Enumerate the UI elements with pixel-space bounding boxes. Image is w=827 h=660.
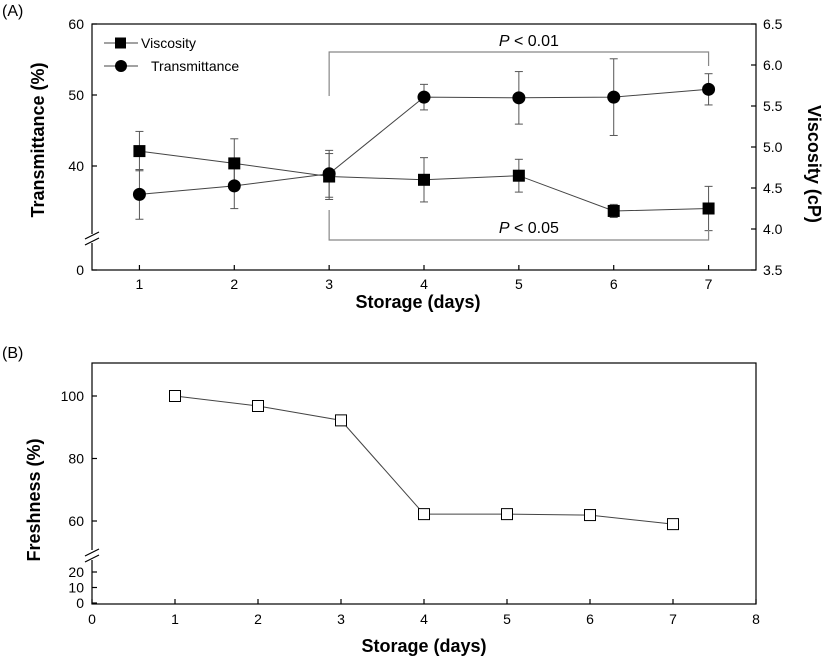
panel-b-y-tick-label: 0 [76,595,84,611]
panel-a-x-tick-label: 7 [705,276,713,292]
panel-a-significance-bracket [328,210,710,241]
panel-a-transmittance-point [227,179,241,193]
panel-b-x-tick-label: 3 [337,611,345,627]
panel-a-series [132,58,716,232]
panel-a-right-axis-title: Viscosity (cP) [804,105,824,223]
panel-a-transmittance-point [417,90,431,104]
panel-b-plot-frame [91,362,757,605]
panel-a-left-tick-label: 40 [68,158,84,174]
panel-b-x-axis-title: Storage (days) [361,636,486,656]
panel-b-label: (B) [2,345,23,362]
panel-a-chart: (A) 1 2 3 4 5 6 704050603.54.04.55.05.56.06.5 … [2,3,824,312]
panel-a-right-tick-label: 4.5 [763,180,783,196]
panel-b-x-tick-label: 4 [420,611,428,627]
panel-b-y-tick-label: 100 [61,388,85,404]
panel-a-transmittance-point [607,90,621,104]
panel-a-right-tick-label: 5.5 [763,98,783,114]
panel-b-freshness-point [169,390,181,402]
panel-a-x-axis-title: Storage (days) [355,292,480,312]
panel-b-freshness-point [667,518,679,531]
panel-b-axis-break-mark [84,548,100,557]
panel-b-y-tick-label: 80 [68,451,84,467]
panel-b-axes [84,362,757,605]
panel-a-significance-label: P < 0.05 [499,220,559,237]
panel-a-x-tick-label: 3 [325,276,333,292]
panel-a-legend-label: Viscosity [141,35,196,51]
panel-a-transmittance-point [132,187,146,201]
panel-a-right-tick-label: 4.0 [763,221,783,237]
panel-a-legend: Viscosity Transmittance [104,35,239,74]
panel-b-y-tick-label: 10 [68,580,84,596]
panel-b-freshness-point [252,400,264,412]
panel-b-y-tick-label: 20 [68,564,84,580]
panel-a-viscosity-point [512,169,525,182]
panel-a-axis-break-mark [84,231,100,240]
panel-a-axis-break-gap [84,234,100,243]
panel-b-x-tick-label: 0 [88,611,96,627]
panel-a-viscosity-point [418,173,430,186]
panel-a-legend-label: Transmittance [151,58,239,74]
panel-b-x-tick-label: 5 [503,611,511,627]
panel-a-significance-threshold: < 0.05 [510,220,559,237]
panel-b-freshness-point [584,509,596,522]
panel-a-transmittance-point [512,91,526,105]
panel-a-x-tick-label: 6 [610,276,618,292]
panel-a-transmittance-point [322,167,336,181]
panel-b-y-axis-title: Freshness (%) [24,438,44,561]
panel-a-x-tick-label: 4 [420,276,428,292]
panel-a-right-tick-label: 3.5 [763,262,783,278]
panel-a-viscosity-point [702,202,715,215]
panel-a-right-tick-label: 6.0 [763,57,783,73]
panel-b-axis-break-mark [84,554,100,563]
panel-b-x-tick-label: 1 [171,611,179,627]
panel-a-significance-label: P < 0.01 [499,33,559,50]
panel-b-series [169,390,679,531]
panel-a-left-tick-label: 60 [68,16,84,32]
panel-a-x-tick-label: 1 [136,276,144,292]
panel-a-significance-p: P [499,33,510,50]
panel-a-left-tick-label: 50 [68,87,84,103]
panel-a-significance-bracket [328,51,710,96]
panel-b-x-tick-label: 6 [586,611,594,627]
panel-b-x-tick-label: 7 [669,611,677,627]
panel-a-legend-square-marker [115,37,126,49]
panel-b-x-tick-label: 8 [752,611,760,627]
panel-b-y-tick-label: 60 [68,513,84,529]
panel-a-viscosity-point [607,204,620,217]
panel-b-x-tick-label: 2 [254,611,262,627]
panel-a-left-tick-label: 0 [76,262,84,278]
panel-a-legend-circle-marker [115,60,127,72]
panel-a-ticks: 1 2 3 4 5 6 7 0 40 50 60 3.5 4.0 4.5 5.0 5.5 6.0 6.5 [68,16,782,292]
panel-a-axis-break-mark [84,237,100,246]
panel-a-significance-threshold: < 0.01 [510,33,559,50]
panel-a-annotations: P < 0.01P < 0.05 [328,33,710,241]
panel-a-transmittance-point [702,82,716,96]
panel-b-freshness-point [501,508,513,521]
panel-a-right-tick-label: 5.0 [763,139,783,155]
panel-a-right-tick-label: 6.5 [763,16,783,32]
panel-a-x-tick-label: 2 [230,276,238,292]
panel-b-freshness-point [418,508,430,521]
panel-a-x-tick-label: 5 [515,276,523,292]
panel-b-freshness-point [335,414,347,427]
panel-b-axis-break-gap [84,550,100,560]
panel-a-label: (A) [2,3,23,20]
panel-b-series-line [174,395,674,525]
panel-a-left-axis-title: Transmittance (%) [28,62,48,217]
panel-a-viscosity-point [228,157,241,170]
panel-a-significance-p: P [499,220,510,237]
panel-a-viscosity-point [133,145,146,158]
